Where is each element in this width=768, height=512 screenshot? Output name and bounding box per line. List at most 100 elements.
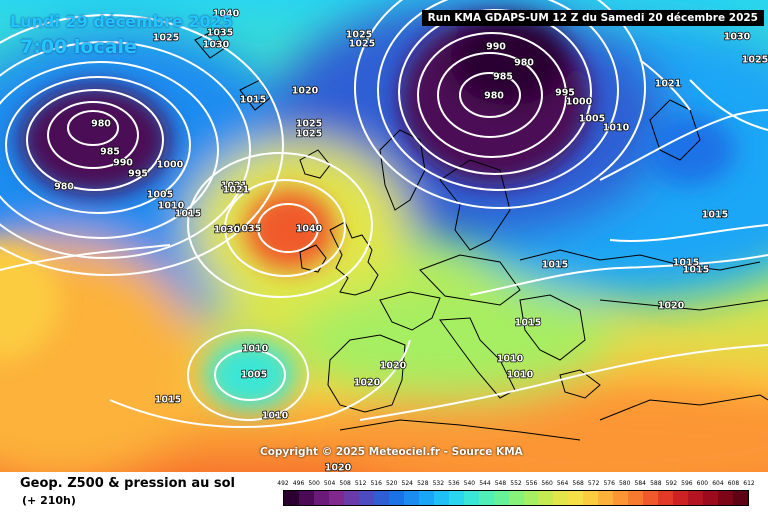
scale-tick: 568 — [572, 480, 584, 487]
forecast-date: Lundi 29 décembre 2025 — [10, 12, 233, 31]
pressure-label: 1020 — [380, 361, 407, 372]
scale-tick: 596 — [681, 480, 693, 487]
pressure-label: 995 — [555, 88, 575, 99]
pressure-label: 1015 — [515, 318, 541, 329]
scale-swatch — [523, 491, 539, 505]
pressure-label: 985 — [493, 72, 513, 83]
scale-tick: 584 — [634, 480, 646, 487]
scale-tick: 524 — [401, 480, 413, 487]
scale-swatch — [673, 491, 689, 505]
pressure-label: 1010 — [497, 354, 524, 365]
pressure-label: 1010 — [262, 411, 289, 422]
scale-swatch — [388, 491, 404, 505]
scale-swatch — [553, 491, 569, 505]
pressure-label: 1005 — [147, 190, 173, 201]
pressure-label: 1005 — [579, 114, 605, 125]
pressure-label: 980 — [54, 182, 74, 193]
pressure-label: 1020 — [658, 301, 685, 312]
pressure-label: 1020 — [292, 86, 319, 97]
scale-tick: 520 — [385, 480, 398, 487]
scale-tick: 564 — [556, 480, 569, 487]
pressure-label: 1000 — [566, 97, 593, 108]
scale-tick: 588 — [650, 480, 662, 487]
scale-swatch — [613, 491, 629, 505]
scale-tick: 540 — [463, 480, 476, 487]
scale-tick: 528 — [417, 480, 429, 487]
scale-swatch — [658, 491, 674, 505]
scale-swatch — [478, 491, 494, 505]
pressure-label: 1015 — [683, 265, 709, 276]
scale-swatch — [568, 491, 584, 505]
scale-swatch — [448, 491, 464, 505]
pressure-label: 980 — [91, 119, 111, 130]
scale-tick-labels: 492 496 500 504 508 512 516 520 524 528 532 536 540 5… — [277, 480, 754, 490]
model-run-info: Run KMA GDAPS-UM 12 Z du Samedi 20 décem… — [421, 10, 764, 26]
scale-swatch — [538, 491, 554, 505]
scale-swatch — [373, 491, 389, 505]
scale-swatch — [284, 491, 299, 505]
copyright-notice: Copyright © 2025 Meteociel.fr - Source K… — [260, 446, 523, 458]
z500-color-scale: 492 496 500 504 508 512 516 520 524 528 532 536 540 5… — [277, 480, 755, 506]
scale-tick: 572 — [587, 480, 600, 487]
scale-swatch — [628, 491, 644, 505]
pressure-label: 1015 — [240, 95, 266, 106]
pressure-labels: 980 980 985 990 995 1000 1005 1010 1015 … — [53, 8, 768, 473]
pressure-label: 1000 — [157, 160, 184, 171]
scale-swatch — [343, 491, 359, 505]
pressure-label: 1040 — [296, 224, 323, 235]
scale-tick: 600 — [696, 480, 709, 487]
pressure-label: 1015 — [175, 209, 201, 220]
pressure-label: 1025 — [742, 55, 768, 66]
pressure-label: 1021 — [221, 181, 247, 192]
pressure-label: 1025 — [153, 33, 179, 44]
scale-swatch — [688, 491, 704, 505]
pressure-label: 1005 — [241, 370, 267, 381]
pressure-label: 1030 — [203, 40, 230, 51]
scale-swatch — [643, 491, 659, 505]
pressure-label: 1010 — [242, 344, 269, 355]
scale-swatch — [718, 491, 734, 505]
pressure-label: 1020 — [325, 463, 352, 473]
scale-tick: 604 — [712, 480, 724, 487]
pressure-label: 1010 — [158, 201, 185, 212]
forecast-lead-time: (+ 210h) — [22, 494, 76, 507]
pressure-label: 1015 — [702, 210, 728, 221]
scale-tick: 512 — [354, 480, 367, 487]
scale-tick: 552 — [510, 480, 522, 487]
scale-swatch — [493, 491, 509, 505]
z500-field — [0, 0, 768, 472]
pressure-label: 985 — [100, 147, 120, 158]
pressure-label: 1035 — [207, 28, 233, 39]
scale-tick: 532 — [432, 480, 445, 487]
pressure-label: 1015 — [155, 395, 181, 406]
pressure-label: 1020 — [354, 378, 381, 389]
pressure-label: 1015 — [673, 258, 699, 269]
scale-swatch — [403, 491, 419, 505]
pressure-label: 1025 — [296, 119, 322, 130]
scale-swatch — [328, 491, 344, 505]
scale-tick: 492 — [277, 480, 289, 487]
pressure-label: 980 — [514, 58, 534, 69]
scale-tick: 536 — [448, 480, 460, 487]
isobars — [0, 0, 768, 427]
pressure-label: 1025 — [349, 39, 375, 50]
scale-swatch — [733, 491, 749, 505]
scale-swatch — [463, 491, 479, 505]
forecast-time: 7:00 locale — [20, 36, 137, 58]
scale-tick: 592 — [665, 480, 678, 487]
scale-tick: 504 — [323, 480, 336, 487]
scale-swatch — [598, 491, 614, 505]
pressure-label: 1025 — [296, 129, 322, 140]
pressure-label: 1010 — [603, 123, 630, 134]
pressure-label: 990 — [113, 158, 133, 169]
scale-swatch — [298, 491, 314, 505]
map-title: Geop. Z500 & pression au sol — [20, 476, 235, 491]
scale-tick: 548 — [494, 480, 507, 487]
pressure-label: 1030 — [724, 32, 751, 43]
scale-tick: 580 — [618, 480, 631, 487]
pressure-label: 1025 — [346, 30, 372, 41]
pressure-label: 990 — [486, 42, 506, 53]
map-footer: Geop. Z500 & pression au sol (+ 210h) 49… — [0, 472, 768, 512]
pressure-label: 1035 — [235, 224, 261, 235]
